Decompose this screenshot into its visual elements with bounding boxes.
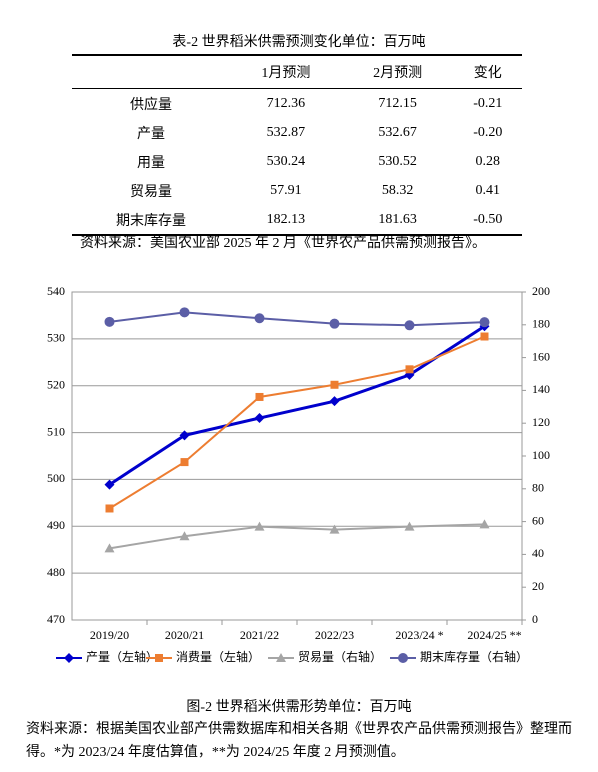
data-point	[104, 316, 115, 327]
data-point	[254, 413, 265, 424]
y-tick-label: 500	[47, 471, 65, 485]
table-row: 产量 532.87 532.67 -0.20	[72, 118, 522, 147]
table-row: 供应量 712.36 712.15 -0.21	[72, 89, 522, 119]
series-line	[108, 324, 486, 486]
cell: 0.41	[475, 182, 501, 198]
cell: 182.13	[229, 205, 342, 236]
table-title: 表-2 世界稻米供需预测变化单位：百万吨	[172, 35, 426, 50]
data-point	[254, 313, 265, 324]
y2-tick-label: 120	[532, 415, 550, 429]
cell: -0.50	[453, 205, 522, 236]
x-tick-label: 2021/22	[240, 628, 279, 642]
y2-tick-label: 40	[532, 546, 544, 560]
cell: 58.32	[381, 182, 414, 198]
header-row: 1月预测 2月预测 变化	[72, 54, 522, 89]
data-point	[104, 479, 115, 490]
cell: 712.15	[378, 95, 417, 111]
y2-tick-label: 140	[532, 382, 550, 396]
cell: -0.21	[473, 95, 503, 111]
data-point	[330, 380, 339, 389]
series-line	[108, 335, 485, 510]
data-point	[404, 369, 415, 380]
table-row: 用量 530.24 530.52 0.28	[72, 147, 522, 176]
corner-cell	[72, 54, 230, 89]
x-tick-label: 2020/21	[165, 628, 204, 642]
x-tick-label: 2024/25 **	[467, 628, 521, 642]
data-point	[405, 365, 414, 374]
data-point	[329, 524, 340, 534]
data-point	[105, 504, 114, 513]
data-point	[179, 531, 190, 541]
series-line	[109, 523, 485, 550]
row-label: 贸易量	[129, 184, 172, 200]
chart-caption: 图-2 世界稻米供需形势单位：百万吨	[186, 700, 412, 715]
data-point	[104, 543, 115, 553]
table-row: 期末库存量 182.13 181.63 -0.50	[72, 205, 522, 236]
legend-marker	[398, 653, 408, 663]
y2-tick-label: 0	[532, 612, 538, 626]
data-point	[329, 318, 340, 329]
legend-label: 产量（左轴）	[86, 649, 158, 664]
data-point	[479, 317, 490, 328]
y-tick-label: 490	[47, 518, 65, 532]
y2-tick-label: 20	[532, 579, 544, 593]
y2-tick-label: 60	[532, 513, 544, 527]
series-line	[109, 311, 485, 327]
legend-marker	[155, 654, 163, 662]
x-tick-label: 2019/20	[90, 628, 129, 642]
cell: 0.28	[475, 153, 501, 169]
data-point	[404, 320, 415, 331]
y-tick-label: 540	[47, 284, 65, 298]
row-label: 供应量	[129, 97, 172, 113]
cell: 57.91	[270, 182, 302, 198]
y2-tick-label: 100	[532, 448, 550, 462]
legend-label: 期末库存量（右轴）	[420, 649, 528, 664]
y-tick-label: 520	[47, 377, 65, 391]
cell: -0.20	[473, 124, 503, 140]
data-point	[479, 519, 490, 529]
row-label: 用量	[136, 155, 165, 171]
table-row: 贸易量 57.91 58.32 0.41	[72, 176, 522, 205]
data-point	[329, 396, 340, 407]
legend-label: 消费量（左轴）	[176, 649, 260, 664]
y2-tick-label: 160	[532, 349, 550, 363]
plot-border	[71, 291, 523, 621]
y-tick-label: 470	[47, 612, 65, 626]
y2-tick-label: 180	[532, 317, 550, 331]
y2-tick-label: 200	[532, 284, 550, 298]
column-header: 2月预测	[341, 54, 454, 89]
column-header: 1月预测	[229, 54, 342, 89]
x-tick-label: 2022/23	[315, 628, 354, 642]
cell: 532.87	[266, 124, 306, 140]
table: 1月预测 2月预测 变化供应量 712.36 712.15 -0.21 产量 532.87 53…	[72, 54, 522, 236]
data-point	[179, 307, 190, 318]
note: 资料来源：根据美国农业部产供需数据库和相关各期《世界农产品供需预测报告》整理而得…	[26, 722, 572, 760]
y-tick-label: 530	[47, 331, 65, 345]
cell: 181.63	[341, 205, 454, 236]
cell: 530.24	[266, 153, 306, 169]
data-point	[255, 392, 264, 401]
data-point	[404, 521, 415, 531]
row-label: 产量	[136, 126, 165, 142]
legend-marker	[64, 653, 74, 663]
y-tick-label: 480	[47, 565, 65, 579]
x-tick-label: 2023/24 *	[395, 628, 443, 642]
legend-marker	[276, 653, 286, 662]
data-point	[180, 458, 189, 467]
data-point	[480, 332, 489, 341]
chart: 470 480 490 500 510 520 530 540 0 20 40 60 80 100 120 1…	[47, 284, 550, 664]
cell: 712.36	[266, 95, 306, 111]
y2-tick-label: 80	[532, 481, 544, 495]
cell: 530.52	[378, 153, 417, 169]
y-tick-label: 510	[47, 424, 65, 438]
column-header: 变化	[453, 54, 522, 89]
data-point	[179, 430, 190, 441]
legend-label: 贸易量（右轴）	[298, 649, 382, 664]
row-label: 期末库存量	[72, 205, 230, 236]
table-source: 资料来源：美国农业部 2025 年 2 月《世界农产品供需预测报告》。	[80, 236, 486, 251]
data-point	[254, 521, 265, 531]
cell: 532.67	[378, 124, 417, 140]
